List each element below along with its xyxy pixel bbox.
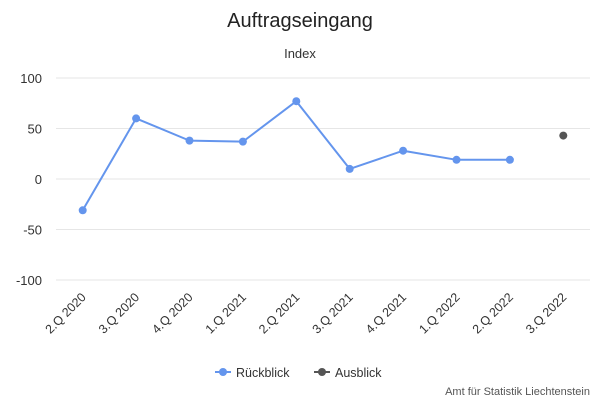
x-tick-label: 2.Q 2022 <box>470 290 516 336</box>
x-axis-labels: 2.Q 2020 3.Q 2020 4.Q 2020 1.Q 2021 2.Q 2021… <box>43 290 570 336</box>
data-point[interactable] <box>505 155 514 164</box>
chart-subtitle: Index <box>284 46 316 61</box>
chart-title: Auftragseingang <box>227 10 373 32</box>
data-point[interactable] <box>452 155 461 164</box>
data-point[interactable] <box>292 97 301 106</box>
x-tick-label: 3.Q 2022 <box>523 290 569 336</box>
x-tick-label: 4.Q 2021 <box>363 290 409 336</box>
series-line <box>81 100 510 211</box>
y-tick-label: 50 <box>28 122 42 137</box>
data-point[interactable] <box>78 206 87 215</box>
series-rückblick <box>78 97 514 215</box>
data-point[interactable] <box>132 114 141 123</box>
x-tick-label: 3.Q 2020 <box>96 290 142 336</box>
legend-marker <box>219 368 227 376</box>
y-axis-labels: 100 50 0 -50 -100 <box>16 71 42 288</box>
legend[interactable]: Rückblick Ausblick <box>215 366 382 380</box>
x-tick-label: 3.Q 2021 <box>310 290 356 336</box>
x-tick-label: 2.Q 2020 <box>43 290 89 336</box>
y-tick-label: -50 <box>23 223 42 238</box>
y-tick-label: 100 <box>20 71 42 86</box>
legend-marker <box>318 368 326 376</box>
data-point[interactable] <box>399 146 408 155</box>
data-point[interactable] <box>345 164 354 173</box>
legend-label: Ausblick <box>335 366 382 380</box>
data-point[interactable] <box>238 137 247 146</box>
y-tick-label: 0 <box>35 172 42 187</box>
legend-label: Rückblick <box>236 366 290 380</box>
credit-text[interactable]: Amt für Statistik Liechtenstein <box>445 386 590 398</box>
plot-area <box>78 97 568 215</box>
x-tick-label: 2.Q 2021 <box>256 290 302 336</box>
legend-item-ausblick[interactable]: Ausblick <box>314 366 382 380</box>
data-point[interactable] <box>559 131 568 140</box>
data-point[interactable] <box>185 136 194 145</box>
series-ausblick <box>559 131 568 140</box>
legend-item-rückblick[interactable]: Rückblick <box>215 366 290 380</box>
y-tick-label: -100 <box>16 273 42 288</box>
x-tick-label: 1.Q 2021 <box>203 290 249 336</box>
grid-lines <box>56 77 590 281</box>
x-tick-label: 4.Q 2020 <box>149 290 195 336</box>
x-tick-label: 1.Q 2022 <box>416 290 462 336</box>
